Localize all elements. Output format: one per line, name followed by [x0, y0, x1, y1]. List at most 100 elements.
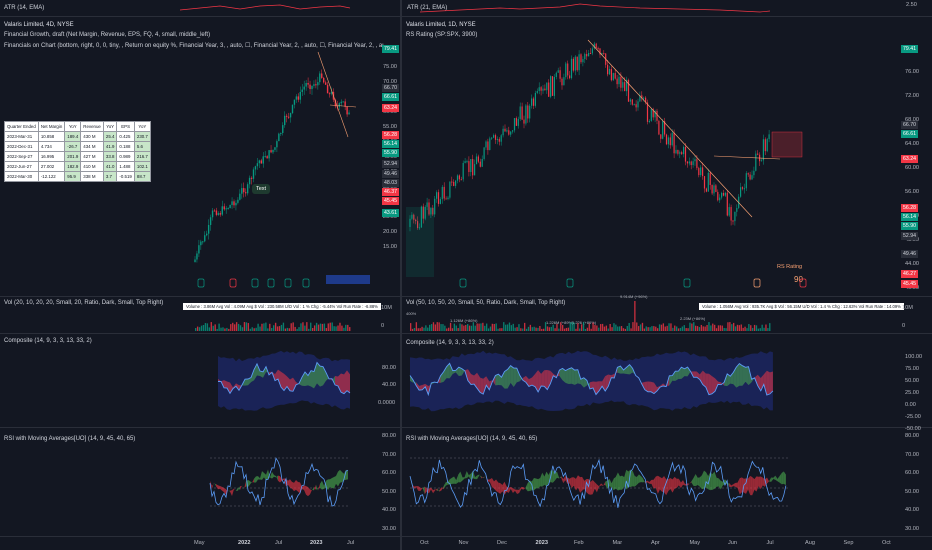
right-volume-pane[interactable]: Vol (50, 10, 50, 20, Small, 50, Ratio, D…: [402, 294, 932, 334]
left-rsi-label[interactable]: RSI with Moving Averages[UO] (14, 9, 45,…: [4, 436, 136, 442]
rsi-ma-fill: [264, 472, 266, 481]
right-time-label: Feb: [574, 540, 584, 546]
right-candle: [493, 135, 495, 138]
left-candle: [315, 84, 317, 86]
right-column: Valaris Limited, 1D, NYSE RS Rating (SP:…: [402, 0, 932, 550]
rsi-ma-fill: [578, 475, 581, 493]
right-rs-rating-label[interactable]: RS Rating (SP:SPX, 3900): [406, 32, 478, 38]
rsi-ma-fill: [224, 487, 226, 495]
left-candle: [200, 241, 202, 246]
rsi-ma-fill: [651, 479, 654, 489]
composite-fill: [769, 371, 773, 394]
composite-fill: [535, 370, 539, 392]
rsi-ma-fill: [228, 490, 230, 492]
right-composite-plot: [409, 350, 774, 412]
right-candle: [760, 160, 763, 162]
rsi-ma-fill: [222, 486, 224, 493]
right-candle: [629, 99, 631, 102]
volume-bar: [235, 322, 238, 331]
right-rsi-axis-label: 50.00: [905, 488, 919, 495]
volume-bar: [442, 324, 444, 331]
volume-bar: [588, 323, 590, 331]
composite-fill: [617, 366, 621, 374]
volume-bar: [527, 326, 530, 331]
left-financial-growth-label[interactable]: Financial Growth, draft (Net Margin, Rev…: [4, 32, 211, 38]
right-composite-label[interactable]: Composite (14, 9, 3, 3, 13, 33, 2): [406, 340, 494, 346]
rsi-ma-fill: [517, 489, 520, 494]
right-rsi-label[interactable]: RSI with Moving Averages[UO] (14, 9, 45,…: [406, 436, 538, 442]
volume-bar: [729, 322, 731, 331]
vol-annotation: 1.226M (+89%): [546, 320, 574, 325]
rsi-ma-fill: [458, 471, 461, 483]
atr-lines: [179, 3, 771, 13]
right-time-axis[interactable]: Oct Nov Dec 2023 Feb Mar Apr May Jun Jul Aug Sep Oct: [402, 536, 932, 550]
volume-bar: [228, 328, 230, 331]
rsi-ma-fill: [689, 481, 692, 484]
right-main-pane[interactable]: Valaris Limited, 1D, NYSE RS Rating (SP:…: [402, 17, 932, 297]
composite-fill: [541, 370, 545, 387]
rsi-ma-fill: [540, 472, 543, 487]
composite-fill: [678, 367, 682, 379]
rsi-ma-fill: [668, 477, 671, 492]
volume-bar: [413, 327, 416, 331]
right-rsi-pane[interactable]: RSI with Moving Averages[UO] (14, 9, 45,…: [402, 428, 932, 536]
right-candle: [542, 88, 544, 91]
rsi-ma-fill: [603, 481, 606, 486]
volume-bar: [226, 327, 228, 331]
right-candle: [768, 134, 770, 140]
right-vol-axis-label: 10M: [902, 305, 913, 311]
right-candle: [574, 56, 576, 71]
volume-bar: [440, 324, 442, 331]
left-financials-on-chart-label[interactable]: Financials on Chart (bottom, right, 0, 0…: [4, 43, 384, 49]
rsi-ma-fill: [542, 472, 545, 487]
left-volume-label[interactable]: Vol (20, 10, 20, 20, Small, 20, Ratio, D…: [4, 300, 164, 306]
right-price-axis-label: 44.00: [905, 261, 919, 267]
atr-left-label[interactable]: ATR (14, EMA): [4, 5, 45, 11]
right-price-axis[interactable]: 76.0072.0068.0064.0060.0056.0052.0048.00…: [900, 17, 932, 297]
volume-bar: [493, 323, 495, 331]
atr-strip: ATR (14, EMA) ATR (21, EMA) 2.50: [0, 0, 932, 17]
left-rsi-pane[interactable]: RSI with Moving Averages[UO] (14, 9, 45,…: [0, 428, 400, 536]
left-main-pane[interactable]: Valaris Limited, 4D, NYSE Financial Grow…: [0, 17, 400, 297]
rsi-ma-fill: [230, 490, 232, 496]
volume-bar: [719, 325, 722, 331]
pane-divider[interactable]: [400, 0, 402, 550]
composite-band: [410, 350, 773, 412]
left-candle: [209, 217, 212, 225]
right-time-label: May: [689, 540, 701, 546]
rsi-ma-fill: [216, 484, 218, 490]
right-candle: [626, 79, 628, 92]
rsi-ma-fill: [424, 486, 427, 495]
left-price-axis[interactable]: 75.0070.0065.0060.0055.0050.0045.0040.00…: [380, 17, 400, 297]
right-volume-label[interactable]: Vol (50, 10, 50, 20, Small, 50, Ratio, D…: [406, 300, 566, 306]
volume-bar: [465, 324, 467, 331]
left-candle: [217, 213, 220, 215]
left-time-axis[interactable]: May 2022 Jul 2023 Jul: [0, 536, 400, 550]
left-volume-pane[interactable]: Vol (20, 10, 20, 20, Small, 20, Ratio, D…: [0, 297, 400, 334]
rsi-ma-fill: [454, 476, 457, 484]
left-composite-pane[interactable]: Composite (14, 9, 3, 3, 13, 33, 2) 80.00…: [0, 334, 400, 428]
right-symbol-title[interactable]: Valaris Limited, 1D, NYSE: [406, 22, 476, 28]
rsi-ma-fill: [346, 469, 348, 480]
right-price-axis-label: 64.00: [905, 141, 919, 147]
right-composite-pane[interactable]: Composite (14, 9, 3, 3, 13, 33, 2) 100.0…: [402, 334, 932, 432]
rsi-ma-fill: [533, 478, 536, 491]
right-candle: [736, 207, 738, 212]
volume-bar: [541, 328, 543, 331]
rsi-ma-fill: [737, 478, 740, 495]
text-annotation[interactable]: Text: [252, 184, 271, 194]
left-candle: [202, 241, 204, 243]
volume-bar: [558, 328, 560, 331]
volume-bar: [514, 327, 516, 331]
left-candle: [340, 101, 342, 104]
left-composite-label[interactable]: Composite (14, 9, 3, 3, 13, 33, 2): [4, 338, 92, 344]
atr-right-label[interactable]: ATR (21, EMA): [407, 5, 448, 11]
rsi-ma-fill: [504, 481, 507, 495]
volume-bar: [455, 325, 457, 331]
right-candle: [451, 181, 453, 183]
right-candle: [477, 156, 479, 162]
left-candle: [311, 85, 313, 90]
left-symbol-title[interactable]: Valaris Limited, 4D, NYSE: [4, 22, 74, 28]
right-price-tag: 63.24: [901, 155, 918, 163]
left-candle: [198, 245, 200, 254]
